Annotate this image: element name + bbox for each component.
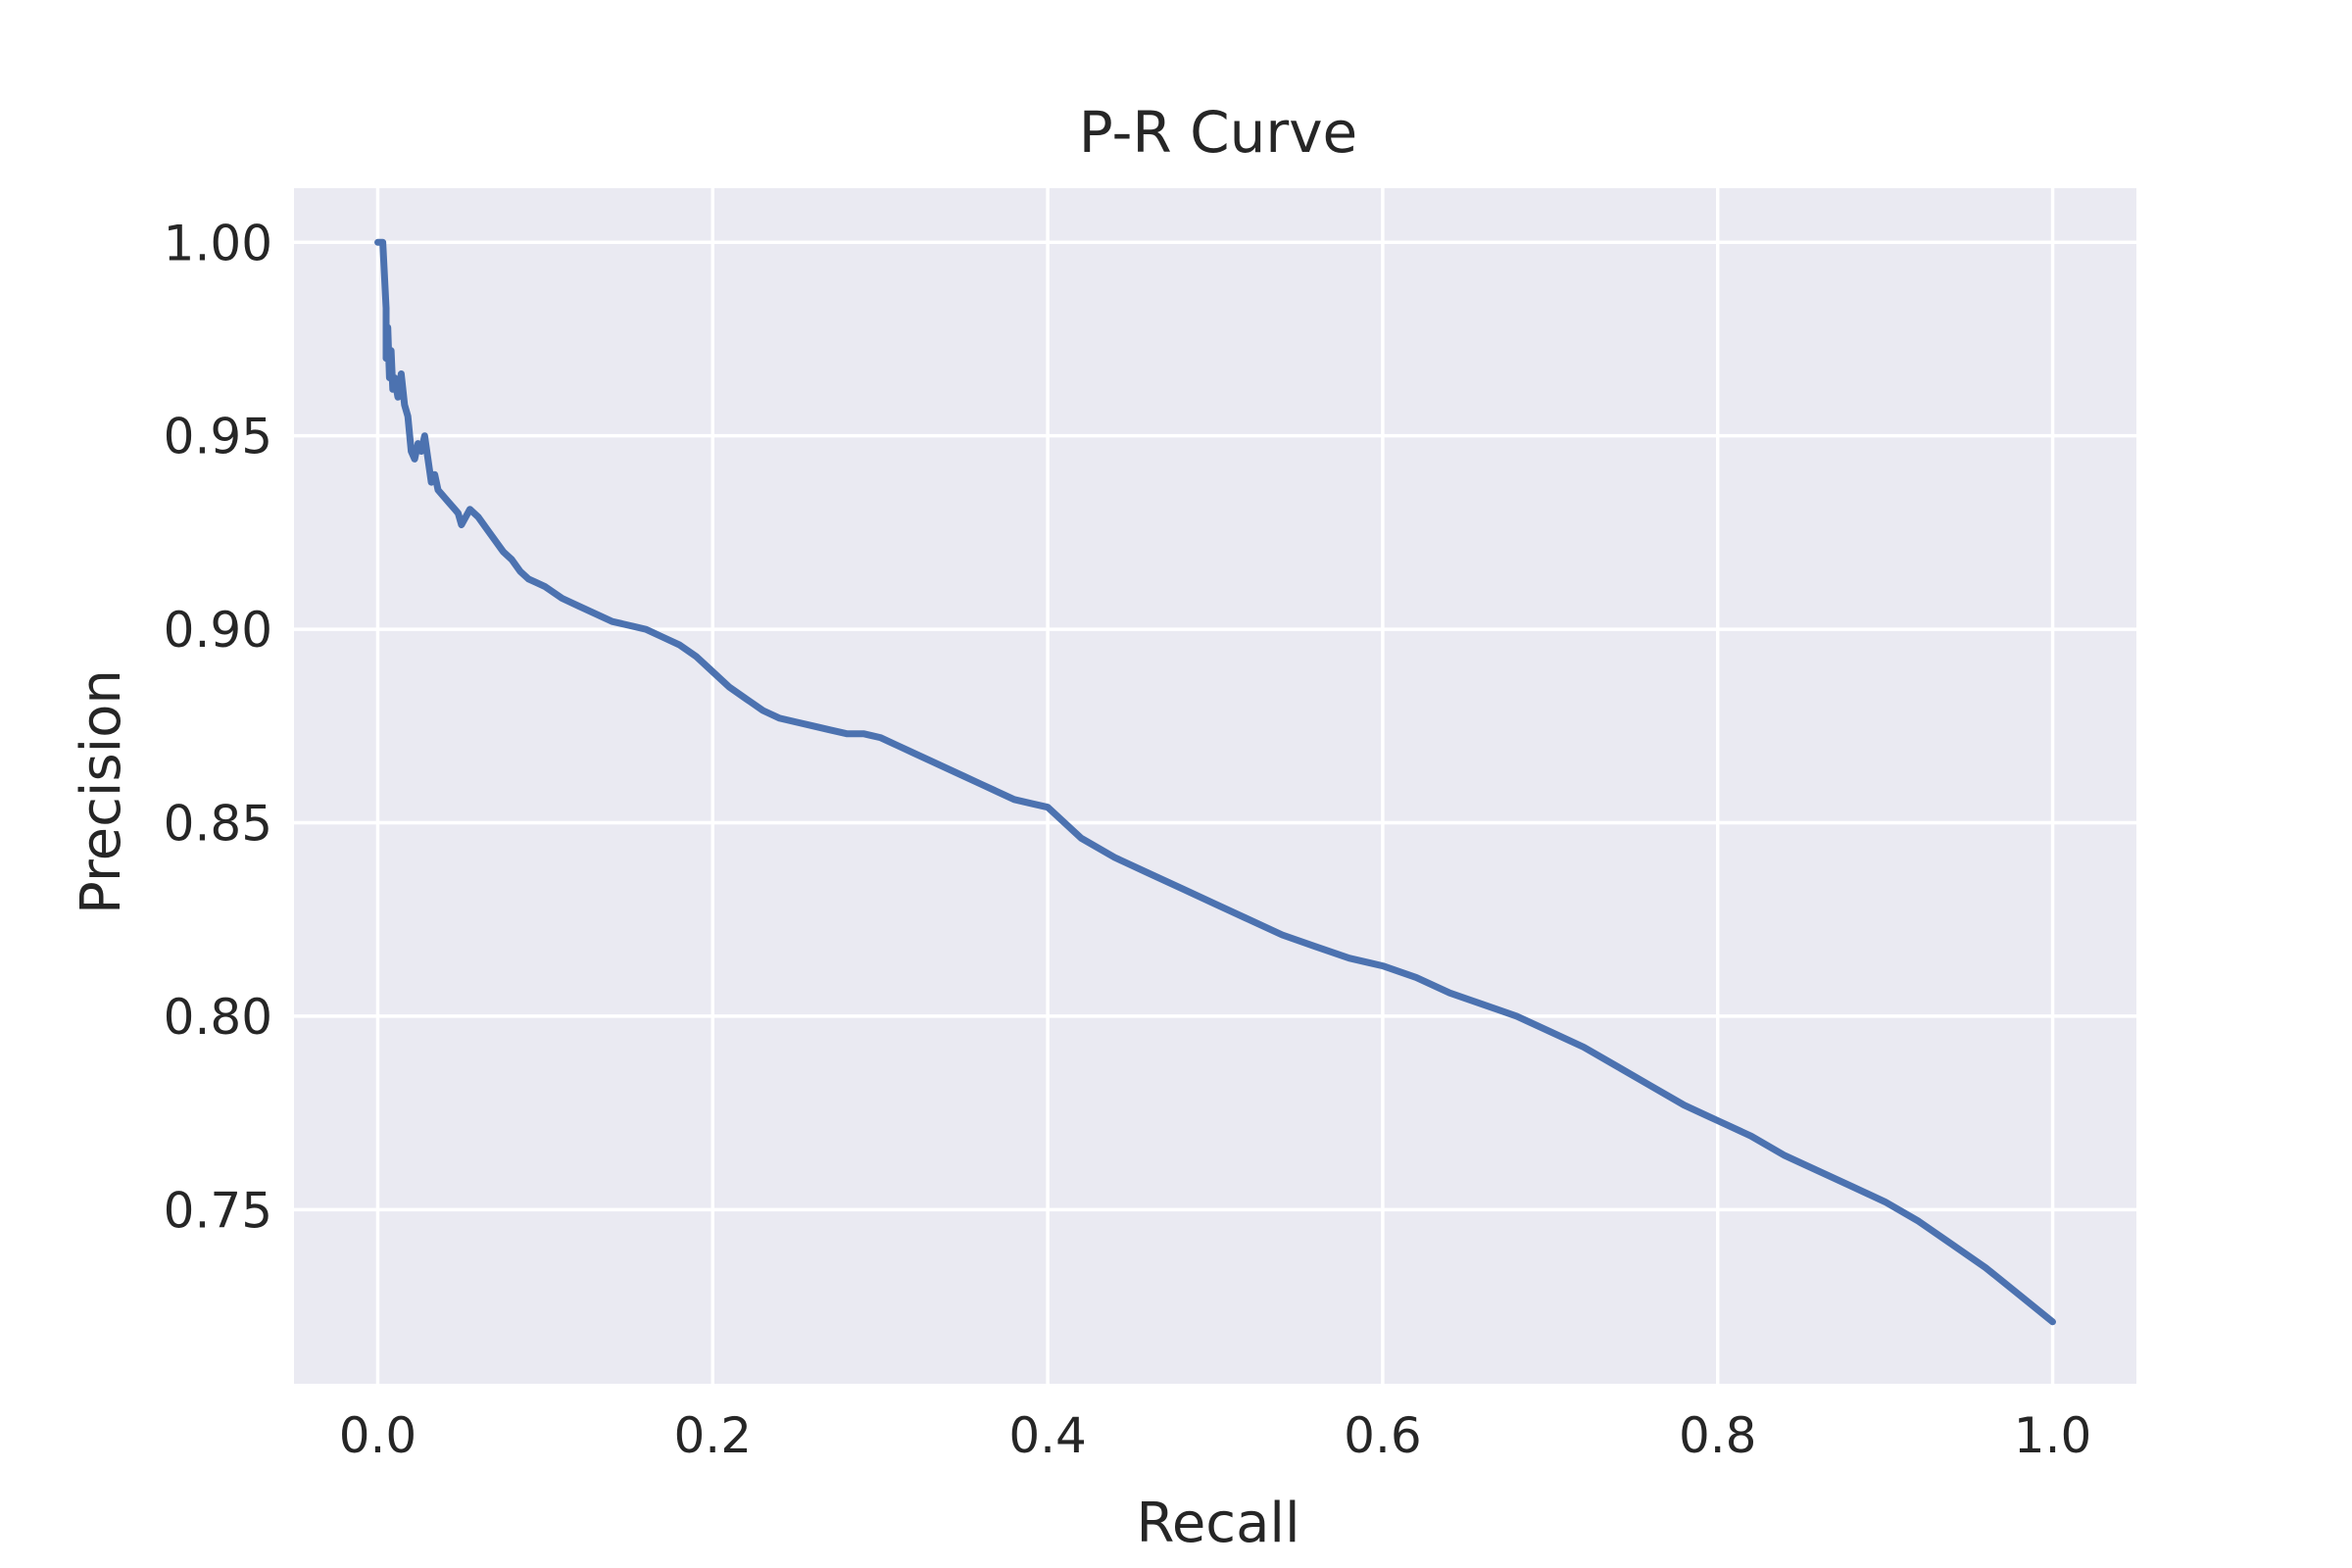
plot-area [294, 188, 2136, 1384]
x-axis-ticks: 0.0 0.2 0.4 0.6 0.8 1.0 [339, 1407, 2092, 1464]
y-tick-label: 0.85 [164, 796, 272, 853]
x-tick-label: 0.6 [1344, 1407, 1422, 1464]
y-axis-label: Precision [70, 669, 133, 914]
y-axis-ticks: 0.75 0.80 0.85 0.90 0.95 1.00 [164, 215, 272, 1239]
y-tick-label: 0.80 [164, 989, 272, 1046]
grid [294, 188, 2136, 1384]
pr-curve-line [374, 238, 2056, 1326]
series-layer [374, 238, 2056, 1326]
x-tick-label: 0.2 [674, 1407, 753, 1464]
chart-title: P-R Curve [1079, 99, 1357, 166]
y-tick-label: 0.95 [164, 409, 272, 466]
x-tick-label: 0.0 [339, 1407, 417, 1464]
x-tick-label: 0.8 [1679, 1407, 1757, 1464]
x-tick-label: 1.0 [2014, 1407, 2092, 1464]
x-axis-label: Recall [1136, 1492, 1299, 1555]
x-tick-label: 0.4 [1008, 1407, 1087, 1464]
y-tick-label: 0.90 [164, 602, 272, 659]
y-tick-label: 0.75 [164, 1182, 272, 1239]
y-tick-label: 1.00 [164, 215, 272, 271]
